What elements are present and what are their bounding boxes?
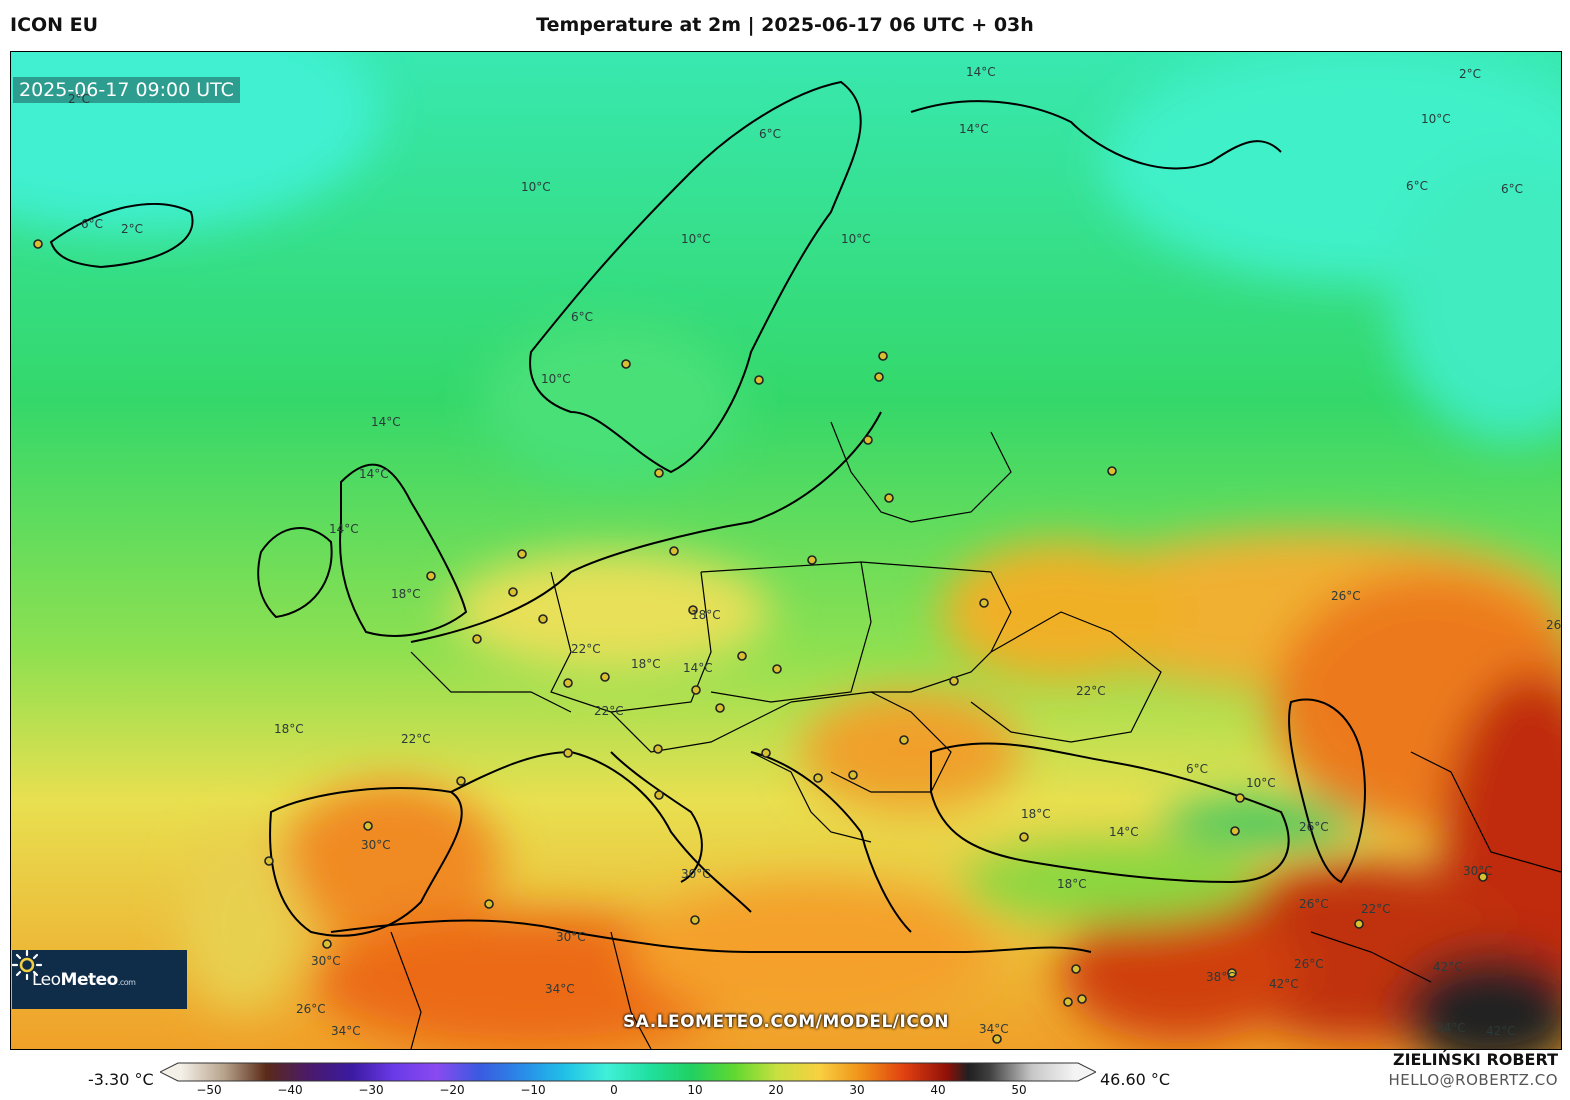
contour-label: 26°C bbox=[1299, 897, 1329, 911]
contour-label: 6°C bbox=[571, 310, 594, 324]
contour-label: 14°C bbox=[1109, 825, 1139, 839]
contour-label: 34°C bbox=[1436, 1021, 1466, 1035]
scale-tick-label: 10 bbox=[687, 1083, 703, 1097]
contour-label: 2°C bbox=[1459, 67, 1482, 81]
contour-label: 18°C bbox=[1057, 877, 1087, 891]
scale-max-label: 46.60 °C bbox=[1100, 1070, 1171, 1089]
scale-tick-label: 50 bbox=[1011, 1083, 1027, 1097]
scale-tick-label: 30 bbox=[849, 1083, 865, 1097]
scale-ticks: −50 −40 −30 −20 −10 0 10 20 30 40 50 bbox=[0, 1083, 1570, 1099]
scale-tick-label: 20 bbox=[768, 1083, 784, 1097]
contour-label: 34°C bbox=[545, 982, 575, 996]
contour-label: 42°C bbox=[1486, 1024, 1516, 1038]
logo-suffix: .com bbox=[117, 977, 136, 987]
contour-label: 26°C bbox=[1331, 589, 1361, 603]
contour-label: 22°C bbox=[571, 642, 601, 656]
scale-tick-label: −40 bbox=[277, 1083, 303, 1097]
contour-label: 18°C bbox=[391, 587, 421, 601]
scale-min-label: -3.30 °C bbox=[88, 1070, 154, 1089]
contour-label: 6°C bbox=[1501, 182, 1524, 196]
contour-label: 14°C bbox=[683, 661, 713, 675]
contour-label: 6°C bbox=[1186, 762, 1209, 776]
scale-tick-label: 0 bbox=[610, 1083, 618, 1097]
logo-text-bold: Meteo bbox=[60, 969, 119, 990]
contour-label: 2°C bbox=[121, 222, 144, 236]
contour-label: 26°C bbox=[1546, 618, 1562, 632]
author-contact: HELLO@ROBERTZ.CO bbox=[1388, 1071, 1558, 1089]
contour-label: 14°C bbox=[329, 522, 359, 536]
contour-label: 26°C bbox=[1294, 957, 1324, 971]
contour-label: 18°C bbox=[691, 608, 721, 622]
contour-label: 14°C bbox=[959, 122, 989, 136]
logo-text-light: Leo bbox=[32, 969, 61, 990]
contour-label: 22°C bbox=[594, 704, 624, 718]
contour-label: 14°C bbox=[371, 415, 401, 429]
contour-label: 26°C bbox=[1299, 820, 1329, 834]
model-name: ICON EU bbox=[10, 14, 99, 36]
sun-icon bbox=[12, 950, 42, 980]
contour-label: 26°C bbox=[296, 1002, 326, 1016]
city-markers bbox=[33, 239, 1488, 1044]
contour-label: 42°C bbox=[1269, 977, 1299, 991]
coastlines bbox=[49, 80, 1366, 954]
contour-label: 30°C bbox=[1463, 864, 1493, 878]
scale-tick-label: −30 bbox=[358, 1083, 384, 1097]
contour-label: 34°C bbox=[979, 1022, 1009, 1036]
contour-label: 30°C bbox=[311, 954, 341, 968]
scale-tick-label: −20 bbox=[439, 1083, 465, 1097]
color-scale-bar bbox=[160, 1062, 1096, 1082]
scale-tick-label: −50 bbox=[196, 1083, 222, 1097]
contour-label: 30°C bbox=[361, 838, 391, 852]
map-title: Temperature at 2m | 2025-06-17 06 UTC + … bbox=[536, 14, 1034, 36]
leometeo-logo[interactable]: LeoMeteo.com bbox=[12, 950, 187, 1009]
scale-tick-label: 40 bbox=[930, 1083, 946, 1097]
site-watermark: SA.LEOMETEO.COM/MODEL/ICON bbox=[622, 1012, 949, 1032]
contour-label: 14°C bbox=[359, 467, 389, 481]
contour-label: 38°C bbox=[1206, 970, 1236, 984]
scale-tick-label: −10 bbox=[520, 1083, 546, 1097]
contour-label: 34°C bbox=[331, 1024, 361, 1038]
valid-time-badge: 2025-06-17 09:00 UTC bbox=[13, 77, 240, 103]
contour-label: 10°C bbox=[1421, 112, 1451, 126]
contour-label: 14°C bbox=[966, 65, 996, 79]
contour-label: 6°C bbox=[759, 127, 782, 141]
contour-label: 18°C bbox=[274, 722, 304, 736]
contour-label: 18°C bbox=[1021, 807, 1051, 821]
contour-label: 2°C bbox=[68, 92, 91, 106]
contour-label: 10°C bbox=[521, 180, 551, 194]
contour-label: 30°C bbox=[556, 930, 586, 944]
contour-label: 10°C bbox=[841, 232, 871, 246]
contour-label: 22°C bbox=[1076, 684, 1106, 698]
contour-label: 18°C bbox=[631, 657, 661, 671]
temperature-map[interactable]: 2025-06-17 09:00 UTC 14°C 14°C 2°C 2°C 10°C 6… bbox=[10, 51, 1562, 1050]
contour-label: 10°C bbox=[541, 372, 571, 386]
logo-text: LeoMeteo.com bbox=[32, 969, 136, 990]
contour-label: 22°C bbox=[1361, 902, 1391, 916]
contour-label: 22°C bbox=[401, 732, 431, 746]
contour-label: 10°C bbox=[1246, 776, 1276, 790]
borders bbox=[390, 421, 1561, 1049]
contour-label: 6°C bbox=[1406, 179, 1429, 193]
contour-label: 42°C bbox=[1433, 960, 1463, 974]
contour-label: 6°C bbox=[81, 217, 104, 231]
contour-label: 30°C bbox=[681, 867, 711, 881]
author-name: ZIELIŃSKI ROBERT bbox=[1392, 1050, 1558, 1069]
contour-label: 10°C bbox=[681, 232, 711, 246]
